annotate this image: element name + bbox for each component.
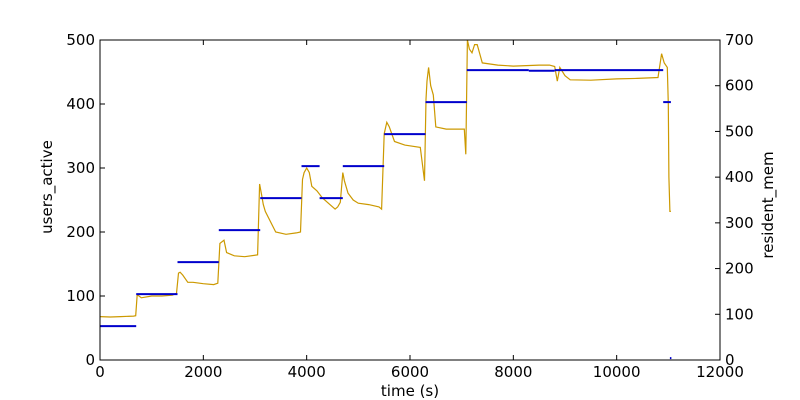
y-right-tick-label: 500 (725, 122, 754, 140)
y-left-tick-label: 500 (66, 31, 95, 49)
y-right-tick-label: 100 (725, 305, 754, 323)
y-right-tick-label: 400 (725, 168, 754, 186)
tick-group: 0 2000 4000 6000 8000 10000 120000100200300400… (66, 31, 753, 381)
y-right-tick-label: 700 (725, 31, 754, 49)
y-right-tick-label: 600 (725, 77, 754, 95)
y-left-tick-label: 200 (66, 223, 95, 241)
right-y-axis-label: resident_mem (759, 151, 778, 258)
resident-mem-line (99, 39, 671, 318)
x-tick-label: 4000 (288, 363, 326, 381)
y-left-tick-label: 100 (66, 287, 95, 305)
y-left-tick-label: 0 (85, 351, 95, 369)
y-right-tick-label: 300 (725, 214, 754, 232)
x-tick-label: 6000 (391, 363, 429, 381)
x-axis-label: time (s) (381, 382, 439, 400)
y-right-tick-label: 0 (725, 351, 735, 369)
y-right-tick-label: 200 (725, 260, 754, 278)
x-tick-label: 8000 (494, 363, 532, 381)
left-y-axis-label: users_active (38, 140, 57, 234)
x-tick-label: 12000 (696, 363, 744, 381)
x-tick-label: 2000 (184, 363, 222, 381)
y-left-tick-label: 300 (66, 159, 95, 177)
x-tick-label: 0 (95, 363, 105, 381)
y-left-tick-label: 400 (66, 95, 95, 113)
x-tick-label: 10000 (593, 363, 641, 381)
plot-frame (99, 39, 721, 361)
plot-lines (99, 39, 672, 360)
